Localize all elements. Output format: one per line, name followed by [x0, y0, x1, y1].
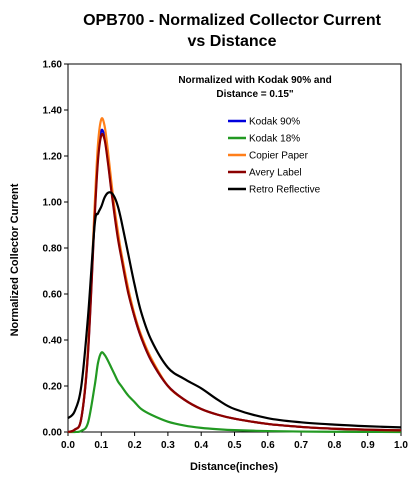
series-lines — [67, 117, 402, 434]
y-tick-label: 1.60 — [43, 60, 63, 71]
y-tick-label: 0.20 — [43, 382, 63, 393]
x-tick-label: 0.7 — [294, 440, 308, 451]
legend: Kodak 90% Kodak 18% Copier Paper Avery Labe… — [228, 117, 321, 196]
y-tick-label: 0.60 — [43, 290, 63, 301]
y-tick-label: 0.40 — [43, 336, 63, 347]
x-tick-label: 0.3 — [161, 440, 175, 451]
legend-label-kodak-90: Kodak 90% — [249, 117, 300, 128]
annotation-line-1: Normalized with Kodak 90% and — [178, 75, 331, 86]
legend-label-copier-paper: Copier Paper — [249, 151, 309, 162]
annotation-line-2: Distance = 0.15" — [216, 89, 294, 100]
x-tick-label: 0.5 — [228, 440, 242, 451]
series-line-retro-reflective — [67, 191, 402, 429]
y-tick-label: 1.00 — [43, 198, 63, 209]
y-tick-label: 1.20 — [43, 152, 63, 163]
x-axis-label: Distance(inches) — [190, 461, 278, 473]
x-tick-label: 0.2 — [128, 440, 142, 451]
y-tick-label: 0.00 — [43, 428, 63, 439]
chart-title-line-2: vs Distance — [188, 33, 277, 50]
x-tick-label: 0.4 — [194, 440, 208, 451]
y-axis-label: Normalized Collector Current — [9, 183, 21, 336]
x-tick-label: 0.8 — [327, 440, 341, 451]
x-tick-label: 0.1 — [94, 440, 108, 451]
plot-area — [67, 63, 402, 433]
chart-title-line-1: OPB700 - Normalized Collector Current — [83, 12, 382, 29]
axis-ticks: 0.0 0.1 0.2 0.3 0.4 0.5 0.6 0.7 0.8 0.9 1.0 0.00 0.2… — [43, 60, 409, 452]
x-tick-label: 1.0 — [394, 440, 408, 451]
x-tick-label: 0.9 — [361, 440, 375, 451]
legend-label-avery-label: Avery Label — [249, 168, 302, 179]
legend-label-kodak-18: Kodak 18% — [249, 134, 300, 145]
legend-label-retro-reflective: Retro Reflective — [249, 185, 321, 196]
x-tick-label: 0.6 — [261, 440, 275, 451]
y-tick-label: 1.40 — [43, 106, 63, 117]
y-tick-label: 0.80 — [43, 244, 63, 255]
x-tick-label: 0.0 — [61, 440, 75, 451]
series-line-kodak-18 — [67, 351, 402, 434]
